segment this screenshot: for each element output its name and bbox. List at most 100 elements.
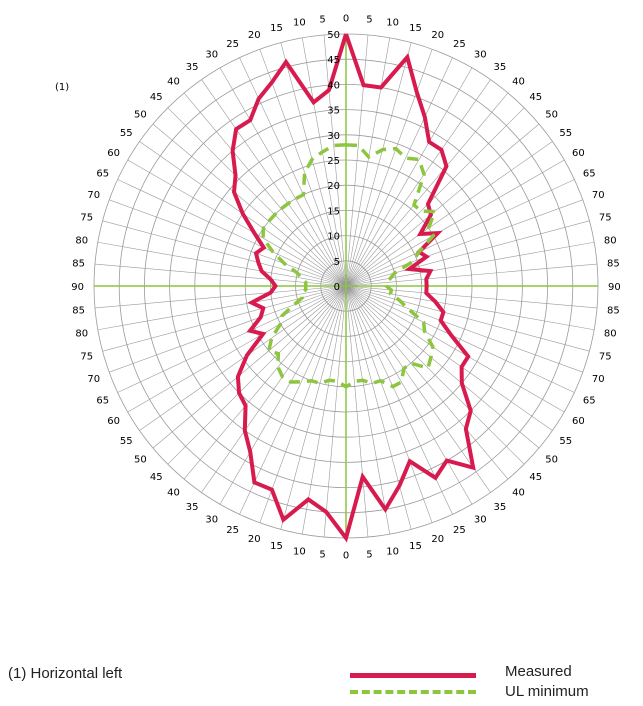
- grid-spoke: [127, 159, 347, 287]
- angle-tick-label: 40: [167, 488, 180, 499]
- grid-spoke: [345, 159, 565, 287]
- series-layer: [230, 33, 476, 543]
- grid-spoke: [345, 285, 595, 331]
- radial-tick-label: 10: [327, 232, 340, 243]
- angle-tick-label: 70: [592, 374, 605, 385]
- grid-spoke: [259, 49, 347, 287]
- grid-spoke: [345, 263, 598, 287]
- angle-tick-label: 5: [319, 549, 325, 560]
- grid-spoke: [323, 34, 347, 287]
- grid-spoke: [345, 37, 391, 287]
- angle-tick-label: 55: [559, 436, 572, 447]
- grid-spoke: [102, 285, 347, 352]
- grid-spoke: [345, 67, 473, 287]
- grid-spoke: [345, 285, 525, 465]
- grid-spoke: [345, 285, 540, 449]
- angle-tick-label: 70: [592, 190, 605, 201]
- angle-tick-label: 30: [474, 50, 487, 61]
- angle-tick-label: 75: [599, 213, 612, 224]
- angle-tick-label: 45: [150, 92, 163, 103]
- grid-spoke: [152, 285, 347, 449]
- grid-spoke: [127, 285, 347, 413]
- grid-spoke: [219, 67, 347, 287]
- angle-tick-label: 20: [431, 30, 444, 41]
- grid-spoke: [345, 285, 412, 530]
- footnote: (1) Horizontal left: [8, 665, 123, 682]
- grid-spoke: [139, 285, 347, 431]
- radial-tick-label: 50: [327, 30, 340, 41]
- grid-spoke: [345, 141, 553, 287]
- radial-tick-label: 5: [334, 257, 340, 268]
- grid-spoke: [301, 285, 347, 535]
- angle-tick-label: 15: [270, 541, 283, 552]
- angle-tick-label: 25: [453, 525, 466, 536]
- grid-spoke: [345, 285, 553, 431]
- angle-tick-label: 55: [120, 128, 133, 139]
- grid-spoke: [345, 57, 453, 287]
- grid-spoke: [280, 285, 347, 530]
- angle-tick-label: 40: [512, 76, 525, 87]
- polar-axes: [94, 34, 598, 538]
- grid-spoke: [345, 107, 525, 287]
- grid-spoke: [323, 285, 347, 538]
- grid-spoke: [167, 107, 347, 287]
- grid-spoke: [109, 285, 347, 373]
- grid-spoke: [345, 92, 509, 287]
- angle-tick-label: 50: [134, 110, 147, 121]
- grid-spoke: [345, 285, 575, 393]
- angle-tick-label: 40: [512, 488, 525, 499]
- grid-spoke: [183, 92, 347, 287]
- radial-tick-label: 25: [327, 156, 340, 167]
- radial-tick-label: 0: [334, 282, 340, 293]
- angle-tick-label: 65: [96, 169, 109, 180]
- angle-tick-label: 10: [386, 18, 399, 29]
- angle-tick-label: 35: [494, 502, 507, 513]
- angle-tick-label: 35: [186, 62, 199, 73]
- grid-spoke: [239, 57, 347, 287]
- grid-spoke: [345, 285, 433, 523]
- angle-tick-label: 15: [409, 23, 422, 34]
- angle-tick-label: 0: [343, 14, 349, 25]
- angle-tick-label: 90: [608, 282, 621, 293]
- radial-tick-label: 20: [327, 181, 340, 192]
- angle-tick-label: 50: [134, 455, 147, 466]
- radial-tick-label: 15: [327, 206, 340, 217]
- grid-spoke: [345, 220, 590, 287]
- grid-spoke: [109, 199, 347, 287]
- grid-spoke: [301, 37, 347, 287]
- angle-tick-label: 20: [431, 534, 444, 545]
- angle-tick-label: 45: [150, 472, 163, 483]
- grid-spoke: [117, 179, 347, 287]
- grid-spoke: [345, 34, 369, 287]
- angle-tick-label: 50: [545, 110, 558, 121]
- angle-tick-label: 10: [386, 546, 399, 557]
- corner-label: (1): [55, 82, 69, 93]
- angle-tick-label: 45: [529, 92, 542, 103]
- angle-tick-label: 25: [226, 39, 239, 50]
- angle-tick-label: 90: [71, 282, 84, 293]
- grid-spoke: [94, 285, 347, 309]
- grid-spoke: [117, 285, 347, 393]
- angle-tick-label: 85: [72, 259, 85, 270]
- angle-tick-label: 45: [529, 472, 542, 483]
- grid-spoke: [94, 263, 347, 287]
- angle-tick-label: 70: [87, 190, 100, 201]
- angle-tick-label: 30: [474, 514, 487, 525]
- series-ul-minimum-line: [261, 143, 438, 389]
- radial-tick-label: 30: [327, 131, 340, 142]
- grid-spoke: [102, 220, 347, 287]
- angle-tick-label: 0: [343, 550, 349, 561]
- angle-tick-label: 10: [293, 546, 306, 557]
- angle-tick-label: 30: [205, 50, 218, 61]
- grid-spoke: [345, 79, 491, 287]
- angle-tick-label: 35: [494, 62, 507, 73]
- angle-tick-label: 85: [607, 259, 620, 270]
- angle-tick-label: 60: [107, 416, 120, 427]
- angle-tick-label: 80: [75, 235, 88, 246]
- grid-spoke: [345, 285, 391, 535]
- angle-tick-label: 60: [572, 416, 585, 427]
- angle-tick-label: 40: [167, 76, 180, 87]
- grid-spoke: [239, 285, 347, 515]
